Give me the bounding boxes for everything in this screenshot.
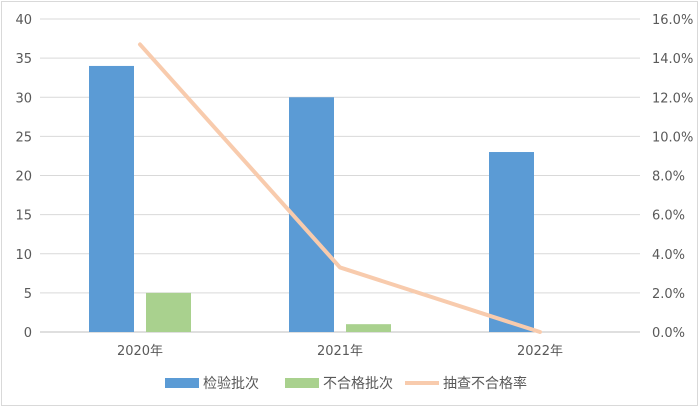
right-tick-label: 10.0% <box>652 130 693 145</box>
legend-defect-rate-label: 抽查不合格率 <box>443 375 527 392</box>
bar-inspection <box>289 97 334 332</box>
right-tick-label: 2.0% <box>652 287 685 302</box>
right-tick-label: 8.0% <box>652 170 685 185</box>
right-tick-label: 0.0% <box>652 326 685 341</box>
legend-failed-label: 不合格批次 <box>323 376 393 392</box>
right-tick-label: 12.0% <box>652 91 693 106</box>
right-tick-label: 4.0% <box>652 248 685 263</box>
bar-series <box>89 65 534 332</box>
legend-inspection-label: 检验批次 <box>203 376 259 392</box>
bar-failed <box>346 324 391 332</box>
left-tick-label: 40 <box>15 13 32 28</box>
left-tick-label: 30 <box>15 91 32 106</box>
left-y-axis: 0 5 10 15 20 25 30 35 40 <box>15 13 32 341</box>
legend-inspection-swatch <box>165 378 199 388</box>
line-series <box>138 42 542 334</box>
legend: 检验批次 不合格批次 抽查不合格率 <box>165 375 527 392</box>
x-tick-label: 2022年 <box>517 344 563 359</box>
bar-failed <box>146 292 191 332</box>
bar-inspection <box>489 152 534 332</box>
x-tick-label: 2021年 <box>317 344 363 359</box>
right-y-axis: 0.0% 2.0% 4.0% 6.0% 8.0% 10.0% 12.0% 14.0% 16.0% <box>652 13 693 341</box>
right-tick-label: 16.0% <box>652 13 693 28</box>
right-tick-label: 6.0% <box>652 209 685 224</box>
left-tick-label: 10 <box>15 248 32 263</box>
legend-failed-swatch <box>285 378 319 388</box>
left-tick-label: 15 <box>15 209 32 224</box>
x-tick-label: 2020年 <box>117 344 163 359</box>
line-defect-rate <box>138 42 542 334</box>
x-axis-categories: 2020年 2021年 2022年 <box>117 344 563 359</box>
left-tick-label: 0 <box>24 326 32 341</box>
left-tick-label: 35 <box>15 52 32 67</box>
right-tick-label: 14.0% <box>652 52 693 67</box>
bar-inspection <box>89 65 134 332</box>
left-tick-label: 5 <box>24 287 32 302</box>
left-tick-label: 20 <box>15 170 32 185</box>
left-tick-label: 25 <box>15 130 32 145</box>
